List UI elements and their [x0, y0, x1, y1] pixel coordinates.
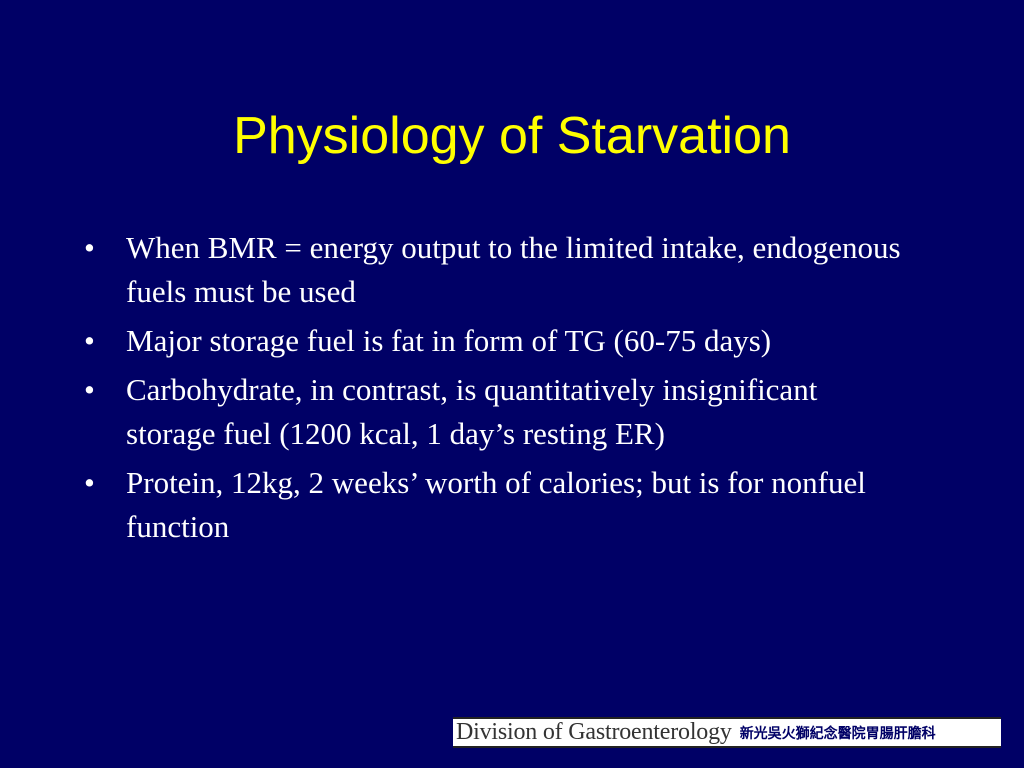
bullet-text: Protein, 12kg, 2 weeks’ worth of calorie… [126, 465, 866, 544]
bullet-icon: • [84, 230, 95, 265]
bullet-item: • Major storage fuel is fat in form of T… [84, 319, 904, 363]
bullet-icon: • [84, 372, 95, 407]
bullet-item: • Protein, 12kg, 2 weeks’ worth of calor… [84, 461, 904, 549]
bullet-text: When BMR = energy output to the limited … [126, 230, 901, 309]
slide-title: Physiology of Starvation [233, 107, 791, 165]
bullet-text: Major storage fuel is fat in form of TG … [126, 323, 772, 358]
bullet-item: • When BMR = energy output to the limite… [84, 226, 904, 314]
footer-division-text: Division of Gastroenterology [456, 719, 732, 745]
footer-banner: Division of Gastroenterology 新光吳火獅紀念醫院胃腸… [453, 717, 1001, 748]
bullet-item: • Carbohydrate, in contrast, is quantita… [84, 368, 904, 456]
bullet-icon: • [84, 323, 95, 358]
footer-hospital-text: 新光吳火獅紀念醫院胃腸肝膽科 [739, 725, 936, 742]
bullet-text: Carbohydrate, in contrast, is quantitati… [126, 372, 818, 451]
bullet-icon: • [84, 465, 95, 500]
bullet-list: • When BMR = energy output to the limite… [84, 226, 904, 554]
